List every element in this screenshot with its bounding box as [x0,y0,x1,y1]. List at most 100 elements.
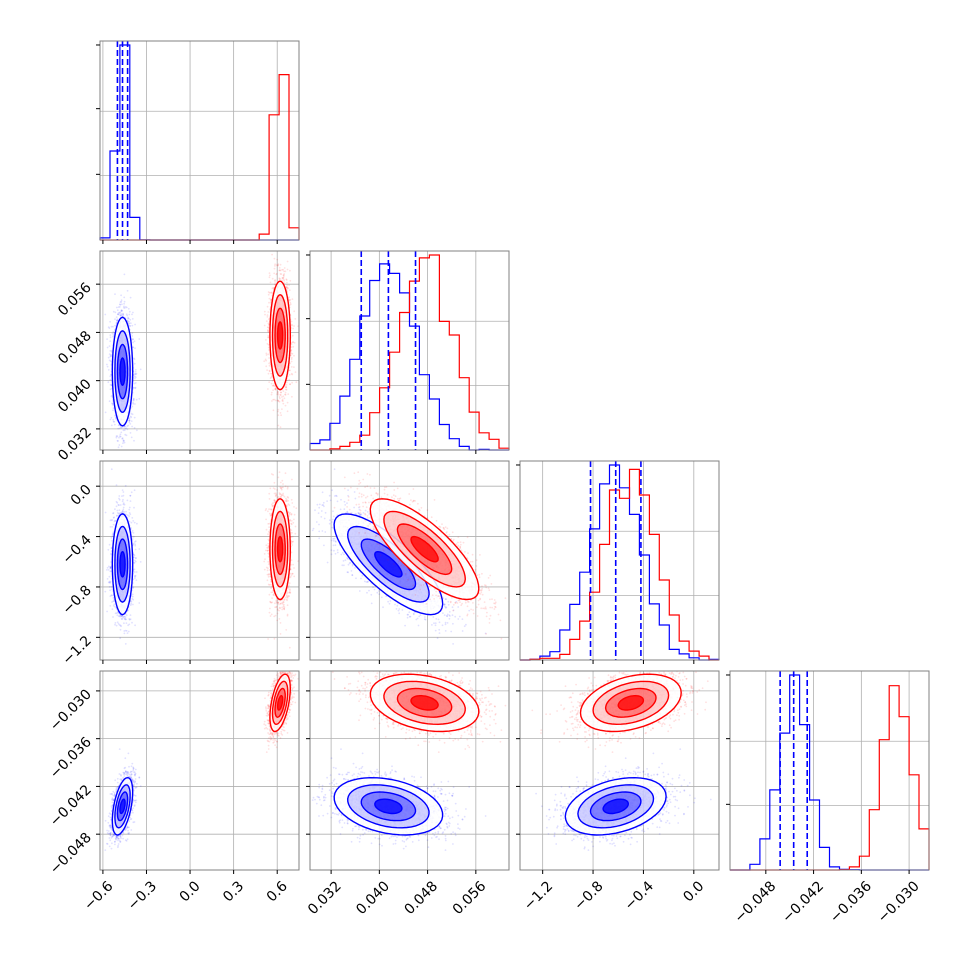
scatter-point [132,338,134,341]
scatter-point [114,416,117,419]
scatter-point [122,429,125,432]
scatter-point [117,306,120,308]
scatter-point [109,354,112,357]
scatter-point [279,412,282,414]
scatter-point [129,423,132,425]
scatter-point [129,296,132,299]
scatter-point [268,291,271,294]
scatter-point [132,397,135,400]
scatter-point [117,311,120,314]
scatter-point [122,442,124,445]
scatter-point [290,346,293,348]
scatter-point [129,432,132,434]
scatter-point [108,353,111,355]
scatter-point [131,405,134,408]
scatter-point [120,299,123,302]
scatter-point [117,313,119,316]
scatter-point [110,349,113,352]
scatter-point [293,310,296,313]
scatter-point [284,404,287,407]
scatter-point [120,445,123,448]
scatter-point [132,338,134,341]
scatter-point [126,320,129,322]
scatter-point [134,386,137,389]
scatter-point [117,313,120,316]
scatter-point [114,417,117,420]
scatter-point [289,279,292,282]
scatter-point [129,325,131,327]
scatter-point [291,324,294,327]
scatter-point [107,369,110,371]
scatter-point [285,388,288,391]
scatter-point [133,571,136,573]
scatter-point [277,245,279,247]
scatter-point [267,293,270,296]
scatter-point [292,345,295,348]
scatter-point [270,391,273,394]
scatter-point [266,314,269,316]
scatter-point [134,376,137,379]
scatter-point [126,428,129,431]
scatter-point [139,368,142,371]
scatter-point [132,399,135,401]
scatter-point [273,267,276,270]
panel-1-1 [306,250,510,454]
scatter-point [120,294,122,297]
scatter-point [119,303,122,306]
scatter-point [110,353,112,356]
scatter-point [119,433,122,436]
scatter-point [124,306,127,308]
scatter-point [104,411,107,414]
scatter-point [263,310,266,313]
density-panel [104,468,299,649]
scatter-point [289,383,291,386]
scatter-point [263,360,266,363]
scatter-point [294,318,297,320]
scatter-point [112,409,114,412]
scatter-point [109,375,112,378]
scatter-point [268,272,271,274]
scatter-point [110,416,113,419]
scatter-point [117,446,120,449]
scatter-point [108,543,111,546]
scatter-point [265,352,268,355]
scatter-point [269,281,272,284]
scatter-point [277,424,280,427]
scatter-point [268,297,271,300]
scatter-point [291,395,293,398]
scatter-point [133,439,135,442]
scatter-point [278,267,281,269]
scatter-point [115,316,118,318]
scatter-point [119,435,122,438]
scatter-point [116,452,118,454]
scatter-point [274,388,277,390]
scatter-point [110,586,113,588]
scatter-point [128,419,131,422]
scatter-point [127,424,130,427]
scatter-point [265,354,268,356]
scatter-point [288,289,291,292]
scatter-point [291,298,294,300]
scatter-point [268,364,271,367]
scatter-point [290,360,293,363]
scatter-point [133,427,136,429]
panel-0-0 [96,40,300,244]
scatter-point [109,605,112,607]
scatter-point [283,273,286,275]
scatter-point [115,435,118,437]
scatter-point [284,391,287,394]
scatter-point [138,397,141,400]
scatter-point [288,373,291,376]
scatter-point [289,301,292,304]
scatter-point [118,444,121,446]
scatter-point [116,439,119,442]
scatter-point [126,289,129,292]
scatter-point [130,412,133,415]
scatter-point [266,316,269,318]
scatter-point [272,389,274,391]
scatter-point [274,263,276,266]
scatter-point [282,390,285,392]
scatter-point [265,365,268,368]
scatter-point [131,313,133,316]
